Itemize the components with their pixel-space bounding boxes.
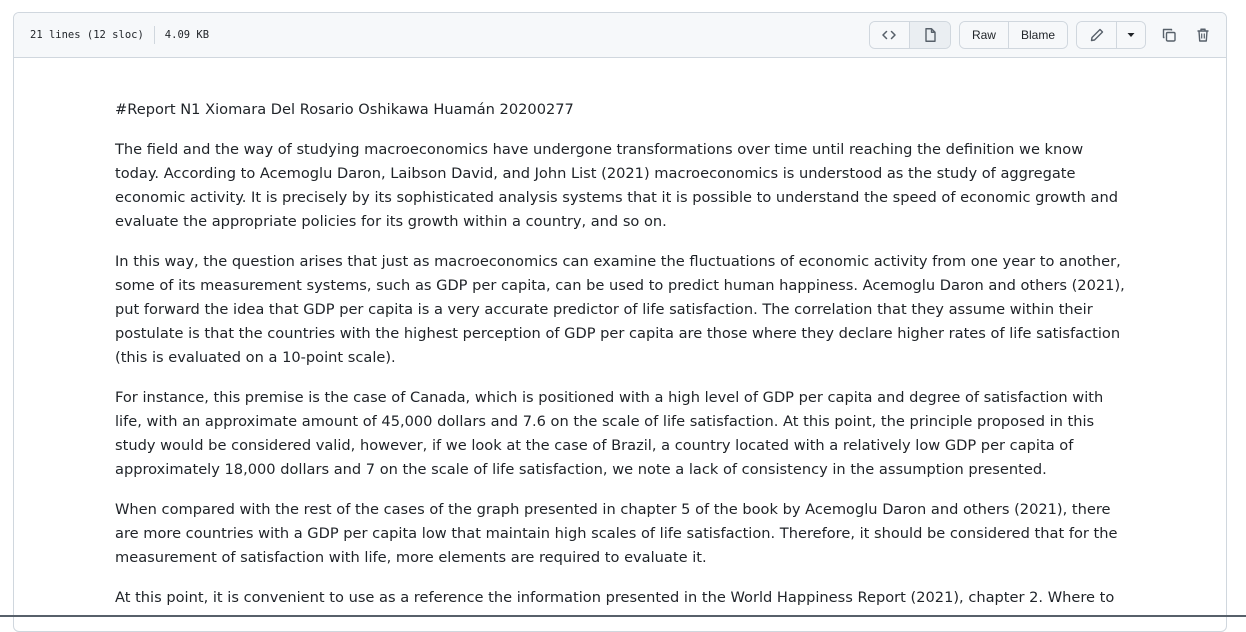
paragraph: At this point, it is convenient to use a… — [115, 589, 1115, 606]
rendered-view-button[interactable] — [909, 22, 950, 48]
raw-button[interactable]: Raw — [959, 22, 1009, 48]
paragraph: When compared with the rest of the cases… — [115, 501, 1118, 566]
file-actions: Raw Blame — [868, 21, 1218, 49]
paragraph: For instance, this premise is the case o… — [115, 389, 1104, 478]
source-view-button[interactable] — [869, 22, 910, 48]
file-header: 21 lines (12 sloc) 4.09 KB Raw Bla — [14, 13, 1226, 58]
paragraph: The field and the way of studying macroe… — [115, 141, 1119, 230]
edit-button[interactable] — [1077, 22, 1117, 48]
divider — [153, 26, 155, 44]
pencil-icon — [1089, 27, 1105, 43]
edit-dropdown-button[interactable] — [1117, 22, 1145, 48]
blame-button[interactable]: Blame — [1008, 22, 1067, 48]
markdown-content: #Report N1 Xiomara Del Rosario Oshikawa … — [14, 58, 1226, 610]
file-size: 4.09 KB — [164, 29, 210, 41]
file-info: 21 lines (12 sloc) 4.09 KB — [30, 26, 209, 44]
file-lines-info: 21 lines (12 sloc) — [30, 29, 144, 41]
code-icon — [881, 27, 897, 43]
report-title-paragraph: #Report N1 Xiomara Del Rosario Oshikawa … — [115, 101, 574, 118]
file-viewer: 21 lines (12 sloc) 4.09 KB Raw Bla — [13, 12, 1227, 632]
copy-button[interactable] — [1154, 21, 1184, 49]
horizontal-scrollbar[interactable] — [0, 615, 1246, 617]
delete-button[interactable] — [1188, 21, 1218, 49]
raw-blame-group: Raw Blame — [958, 21, 1068, 49]
edit-group — [1076, 21, 1146, 49]
triangle-down-icon — [1126, 30, 1136, 40]
paragraph: In this way, the question arises that ju… — [115, 253, 1125, 366]
copy-icon — [1161, 27, 1177, 43]
file-icon — [922, 27, 938, 43]
view-toggle-group — [868, 21, 951, 49]
trash-icon — [1195, 27, 1211, 43]
